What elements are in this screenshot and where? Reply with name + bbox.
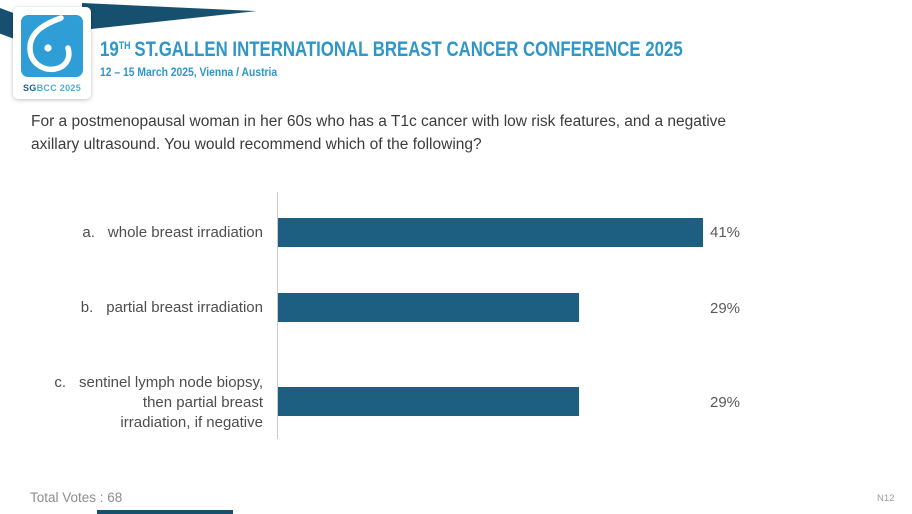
question-text: For a postmenopausal woman in her 60s wh… xyxy=(31,110,726,156)
option-c-line-3: irradiation, if negative xyxy=(120,414,263,431)
sgbcc-logo-square xyxy=(21,15,83,77)
slide-code: N12 xyxy=(877,493,895,504)
question-line-1: For a postmenopausal woman in her 60s wh… xyxy=(31,113,727,130)
option-label-c: c. sentinel lymph node biopsy, then parti… xyxy=(30,373,263,433)
breast-drop-icon xyxy=(27,15,72,73)
sgbcc-logo: SGBCC 2025 xyxy=(13,7,91,99)
bar-option-c xyxy=(278,387,579,416)
ribbon-wedge xyxy=(82,3,256,30)
option-c-line-2: then partial breast xyxy=(142,394,263,411)
option-label-a: a. whole breast irradiation xyxy=(82,224,263,241)
question-line-2: axillary ultrasound. You would recommend… xyxy=(31,136,482,153)
percent-label-b: 29% xyxy=(710,300,741,317)
bar-option-b xyxy=(278,293,579,322)
header-title-block: 19TH ST.GALLEN INTERNATIONAL BREAST CANCE… xyxy=(100,38,828,79)
chart-axis-line xyxy=(277,192,278,439)
bar-option-a xyxy=(278,218,703,247)
conference-title: 19TH ST.GALLEN INTERNATIONAL BREAST CANCE… xyxy=(100,38,683,61)
percent-label-a: 41% xyxy=(710,224,741,241)
ribbon-left-band xyxy=(0,8,17,40)
option-c-line-1: c. sentinel lymph node biopsy, xyxy=(54,374,263,391)
percent-label-c: 29% xyxy=(710,394,741,411)
bottom-accent-strip xyxy=(97,510,233,514)
conference-subtitle: 12 – 15 March 2025, Vienna / Austria xyxy=(100,67,278,79)
option-label-b: b. partial breast irradiation xyxy=(80,299,263,316)
logo-caption: SGBCC 2025 xyxy=(22,83,82,93)
total-votes: Total Votes : 68 xyxy=(30,490,123,505)
